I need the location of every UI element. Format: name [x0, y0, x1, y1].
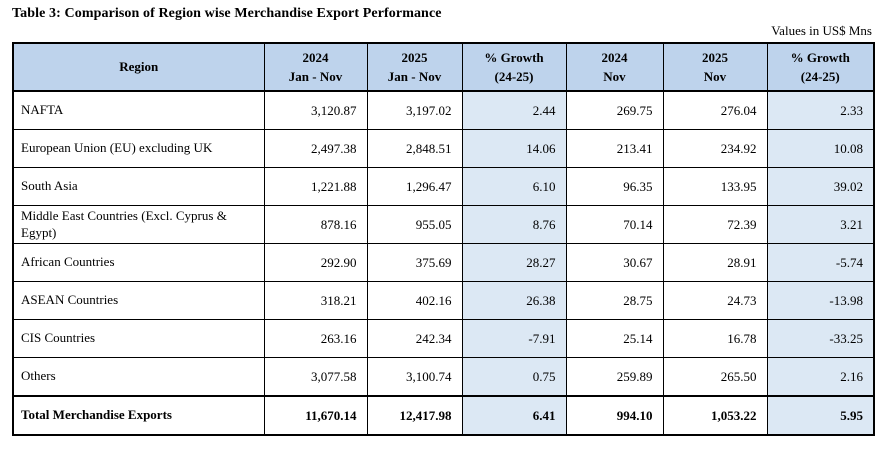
header-text: Region — [119, 59, 159, 75]
cell-region: South Asia — [12, 167, 265, 206]
cell-total-value: 12,417.98 — [366, 395, 463, 436]
column-header-growth-nov: % Growth (24-25) — [766, 42, 875, 92]
merchandise-export-table: Region 2024 Jan - Nov 2025 Jan - Nov % Gro… — [12, 42, 875, 436]
cell-growth: 2.44 — [461, 90, 567, 130]
cell-growth: 10.08 — [766, 129, 875, 168]
cell-value: 213.41 — [565, 129, 664, 168]
cell-growth: 8.76 — [461, 205, 567, 244]
cell-region: Middle East Countries (Excl. Cyprus & Eg… — [12, 205, 265, 244]
table-row-african: African Countries 292.90 375.69 28.27 30… — [12, 243, 875, 282]
table-title: Table 3: Comparison of Region wise Merch… — [12, 6, 442, 21]
cell-growth: 3.21 — [766, 205, 875, 244]
cell-region: Others — [12, 357, 265, 397]
cell-total-value: 11,670.14 — [263, 395, 368, 436]
cell-growth: 39.02 — [766, 167, 875, 206]
column-header-2024-nov: 2024 Nov — [565, 42, 664, 92]
header-text: (24-25) — [800, 69, 840, 84]
cell-growth: 26.38 — [461, 281, 567, 320]
table-row-asean: ASEAN Countries 318.21 402.16 26.38 28.7… — [12, 281, 875, 320]
table-row-others: Others 3,077.58 3,100.74 0.75 259.89 265… — [12, 357, 875, 397]
cell-value: 318.21 — [263, 281, 368, 320]
header-text: % Growth — [484, 49, 544, 65]
column-header-growth-jan-nov: % Growth (24-25) — [461, 42, 567, 92]
cell-growth: 6.10 — [461, 167, 567, 206]
cell-value: 1,296.47 — [366, 167, 463, 206]
cell-growth: -13.98 — [766, 281, 875, 320]
cell-growth: -33.25 — [766, 319, 875, 358]
cell-growth: 0.75 — [461, 357, 567, 397]
cell-growth: 28.27 — [461, 243, 567, 282]
cell-value: 234.92 — [662, 129, 768, 168]
cell-value: 259.89 — [565, 357, 664, 397]
cell-value: 955.05 — [366, 205, 463, 244]
column-header-region: Region — [12, 42, 265, 92]
cell-value: 375.69 — [366, 243, 463, 282]
cell-region: European Union (EU) excluding UK — [12, 129, 265, 168]
header-text: % Growth — [790, 49, 850, 65]
cell-value: 402.16 — [366, 281, 463, 320]
cell-value: 3,197.02 — [366, 90, 463, 130]
table-row-eu: European Union (EU) excluding UK 2,497.3… — [12, 129, 875, 168]
cell-value: 878.16 — [263, 205, 368, 244]
cell-total-value: 1,053.22 — [662, 395, 768, 436]
cell-value: 25.14 — [565, 319, 664, 358]
cell-value: 16.78 — [662, 319, 768, 358]
cell-value: 2,497.38 — [263, 129, 368, 168]
units-note: Values in US$ Mns — [771, 23, 872, 38]
cell-growth: 2.33 — [766, 90, 875, 130]
table-row-south-asia: South Asia 1,221.88 1,296.47 6.10 96.35 … — [12, 167, 875, 206]
cell-value: 72.39 — [662, 205, 768, 244]
table-row-nafta: NAFTA 3,120.87 3,197.02 2.44 269.75 276.… — [12, 90, 875, 130]
cell-total-growth: 6.41 — [461, 395, 567, 436]
cell-value: 1,221.88 — [263, 167, 368, 206]
cell-value: 3,077.58 — [263, 357, 368, 397]
cell-value: 242.34 — [366, 319, 463, 358]
cell-value: 276.04 — [662, 90, 768, 130]
cell-value: 30.67 — [565, 243, 664, 282]
cell-growth: -7.91 — [461, 319, 567, 358]
header-text: 2024 — [601, 49, 628, 65]
cell-value: 3,120.87 — [263, 90, 368, 130]
header-text: (24-25) — [494, 69, 534, 84]
cell-value: 133.95 — [662, 167, 768, 206]
cell-region: CIS Countries — [12, 319, 265, 358]
column-header-2025-jan-nov: 2025 Jan - Nov — [366, 42, 463, 92]
cell-region: African Countries — [12, 243, 265, 282]
cell-value: 2,848.51 — [366, 129, 463, 168]
column-header-2025-nov: 2025 Nov — [662, 42, 768, 92]
header-text: Jan - Nov — [288, 69, 343, 84]
table-row-middle-east: Middle East Countries (Excl. Cyprus & Eg… — [12, 205, 875, 244]
header-text: Jan - Nov — [387, 69, 442, 84]
cell-value: 28.75 — [565, 281, 664, 320]
cell-value: 263.16 — [263, 319, 368, 358]
header-text: 2025 — [401, 49, 428, 65]
cell-total-value: 994.10 — [565, 395, 664, 436]
cell-growth: 14.06 — [461, 129, 567, 168]
cell-value: 28.91 — [662, 243, 768, 282]
table-row-total: Total Merchandise Exports 11,670.14 12,4… — [12, 395, 875, 436]
header-text: Nov — [703, 69, 727, 84]
cell-value: 96.35 — [565, 167, 664, 206]
header-text: 2024 — [302, 49, 329, 65]
cell-region: NAFTA — [12, 90, 265, 130]
cell-value: 292.90 — [263, 243, 368, 282]
header-text: 2025 — [702, 49, 728, 65]
cell-value: 24.73 — [662, 281, 768, 320]
header-row: Region 2024 Jan - Nov 2025 Jan - Nov % Gro… — [12, 42, 875, 92]
header-text: Nov — [603, 69, 626, 84]
cell-value: 269.75 — [565, 90, 664, 130]
cell-total-label: Total Merchandise Exports — [12, 395, 265, 436]
cell-growth: 2.16 — [766, 357, 875, 397]
cell-value: 265.50 — [662, 357, 768, 397]
column-header-2024-jan-nov: 2024 Jan - Nov — [263, 42, 368, 92]
cell-value: 3,100.74 — [366, 357, 463, 397]
cell-value: 70.14 — [565, 205, 664, 244]
table-row-cis: CIS Countries 263.16 242.34 -7.91 25.14 … — [12, 319, 875, 358]
cell-region: ASEAN Countries — [12, 281, 265, 320]
cell-total-growth: 5.95 — [766, 395, 875, 436]
cell-growth: -5.74 — [766, 243, 875, 282]
